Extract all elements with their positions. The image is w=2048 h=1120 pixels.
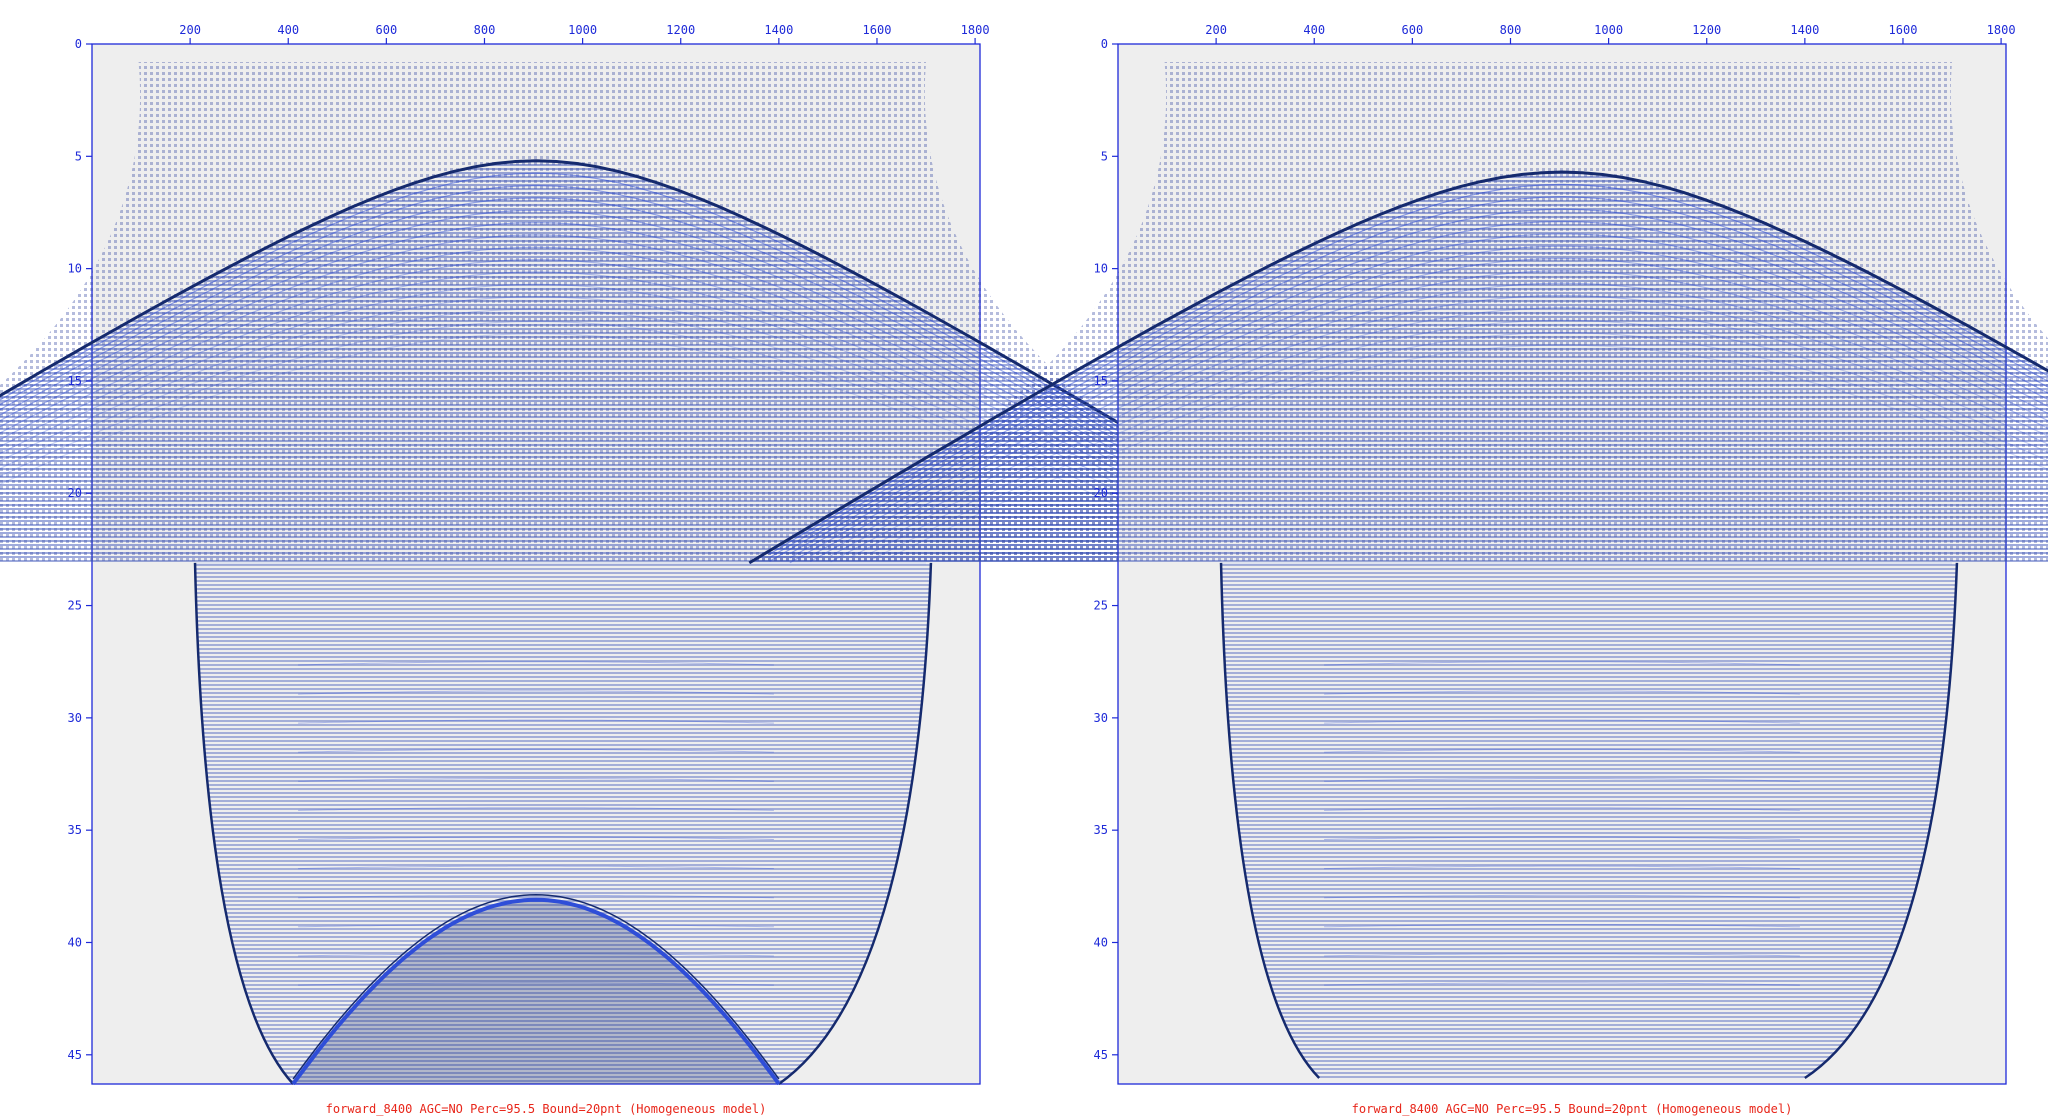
- wave-band: [809, 270, 2048, 563]
- y-tick-label: 20: [1094, 486, 1108, 500]
- y-tick-label: 10: [1094, 262, 1108, 276]
- wave-band: [769, 208, 2048, 562]
- bowl-edge-right: [1804, 562, 1959, 1080]
- x-tick-label: 800: [474, 23, 496, 37]
- x-tick-label: 1800: [1987, 23, 2016, 37]
- wave-band: [769, 183, 2048, 555]
- x-tick-label: 400: [1303, 23, 1325, 37]
- x-tick-label: 1200: [666, 23, 695, 37]
- wave-band: [298, 953, 774, 957]
- seismogram-panel-right: 200 400 600 800 1000 1200 1400 1600 1800 0 5 10 15 2…: [748, 23, 2048, 1116]
- y-tick-label: 25: [68, 599, 82, 613]
- x-tick-label: 600: [376, 23, 398, 37]
- y-tick-label: 5: [75, 149, 82, 163]
- wave-band: [830, 282, 2048, 557]
- wave-band: [1324, 953, 1800, 957]
- x-axis: 200 400 600 800 1000 1200 1400 1600 1800: [1205, 23, 2016, 44]
- wave-band: [1324, 778, 1800, 782]
- y-tick-label: 40: [68, 935, 82, 949]
- y-tick-label: 30: [68, 711, 82, 725]
- wave-band: [870, 331, 2048, 561]
- y-tick-label: 45: [1094, 1048, 1108, 1062]
- wave-band: [1324, 661, 1800, 666]
- direct-wave-front: [748, 170, 2048, 565]
- wave-band: [891, 344, 2048, 558]
- y-tick-label: 0: [75, 37, 82, 51]
- y-tick-label: 15: [1094, 374, 1108, 388]
- wave-band: [1324, 690, 1800, 695]
- wavefield-image: [748, 61, 2048, 1080]
- x-tick-label: 1400: [764, 23, 793, 37]
- x-axis: 200 400 600 800 1000 1200 1400 1600 1800: [179, 23, 990, 44]
- x-tick-label: 400: [277, 23, 299, 37]
- y-tick-label: 15: [68, 374, 82, 388]
- y-tick-label: 40: [1094, 935, 1108, 949]
- wave-band: [1324, 924, 1800, 928]
- reflection-front: [291, 897, 781, 1086]
- wave-band: [870, 319, 2048, 554]
- wave-band: [298, 807, 774, 811]
- panel-caption: forward_8400 AGC=NO Perc=95.5 Bound=20pn…: [326, 1102, 767, 1116]
- wave-band: [1324, 894, 1800, 899]
- x-tick-label: 200: [179, 23, 201, 37]
- wave-band: [789, 245, 2048, 564]
- x-tick-label: 1600: [863, 23, 892, 37]
- wave-band: [789, 220, 2048, 555]
- wave-band: [298, 924, 774, 928]
- wave-band: [850, 307, 2048, 558]
- y-axis: 0 5 10 15 20 25 30 35 40 45: [68, 37, 92, 1062]
- x-tick-label: 800: [1500, 23, 1522, 37]
- bowl-edge-left: [1219, 562, 1321, 1079]
- wave-band: [298, 661, 774, 666]
- y-tick-label: 5: [1101, 149, 1108, 163]
- x-tick-label: 1000: [568, 23, 597, 37]
- reflection-interior: [293, 899, 779, 1084]
- wave-band: [789, 233, 2048, 559]
- panel-caption: forward_8400 AGC=NO Perc=95.5 Bound=20pn…: [1352, 1102, 1793, 1116]
- wave-band: [1324, 982, 1800, 986]
- y-tick-label: 25: [1094, 599, 1108, 613]
- wave-band: [1324, 719, 1800, 724]
- x-tick-label: 1800: [961, 23, 990, 37]
- direct-wave-interior: [749, 172, 2048, 563]
- wave-band: [809, 257, 2048, 557]
- y-tick-label: 35: [1094, 823, 1108, 837]
- wave-band: [298, 778, 774, 782]
- x-tick-label: 1400: [1790, 23, 1819, 37]
- bowl-edge-right: [778, 562, 933, 1086]
- wave-band: [1324, 748, 1800, 753]
- wave-band: [298, 836, 774, 840]
- lower-wave-bowl: [1221, 562, 1957, 1078]
- wave-band: [1324, 807, 1800, 811]
- x-tick-label: 600: [1402, 23, 1424, 37]
- x-tick-label: 1600: [1889, 23, 1918, 37]
- x-tick-label: 200: [1205, 23, 1227, 37]
- wave-band: [1324, 865, 1800, 870]
- wave-band: [298, 865, 774, 870]
- lower-wave-bowl: [195, 562, 931, 1084]
- bowl-edge-left: [193, 562, 295, 1085]
- wave-band: [298, 719, 774, 724]
- x-tick-label: 1200: [1692, 23, 1721, 37]
- y-tick-label: 30: [1094, 711, 1108, 725]
- wave-band: [1324, 836, 1800, 840]
- reflection-front-shadow: [292, 894, 780, 1080]
- y-tick-label: 10: [68, 262, 82, 276]
- y-tick-label: 0: [1101, 37, 1108, 51]
- wave-band: [298, 748, 774, 753]
- y-tick-label: 20: [68, 486, 82, 500]
- wave-band: [298, 690, 774, 695]
- wave-band: [769, 196, 2048, 559]
- y-tick-label: 45: [68, 1048, 82, 1062]
- x-tick-label: 1000: [1594, 23, 1623, 37]
- y-tick-label: 35: [68, 823, 82, 837]
- y-axis: 0 5 10 15 20 25 30 35 40 45: [1094, 37, 1118, 1062]
- wave-band: [830, 294, 2048, 563]
